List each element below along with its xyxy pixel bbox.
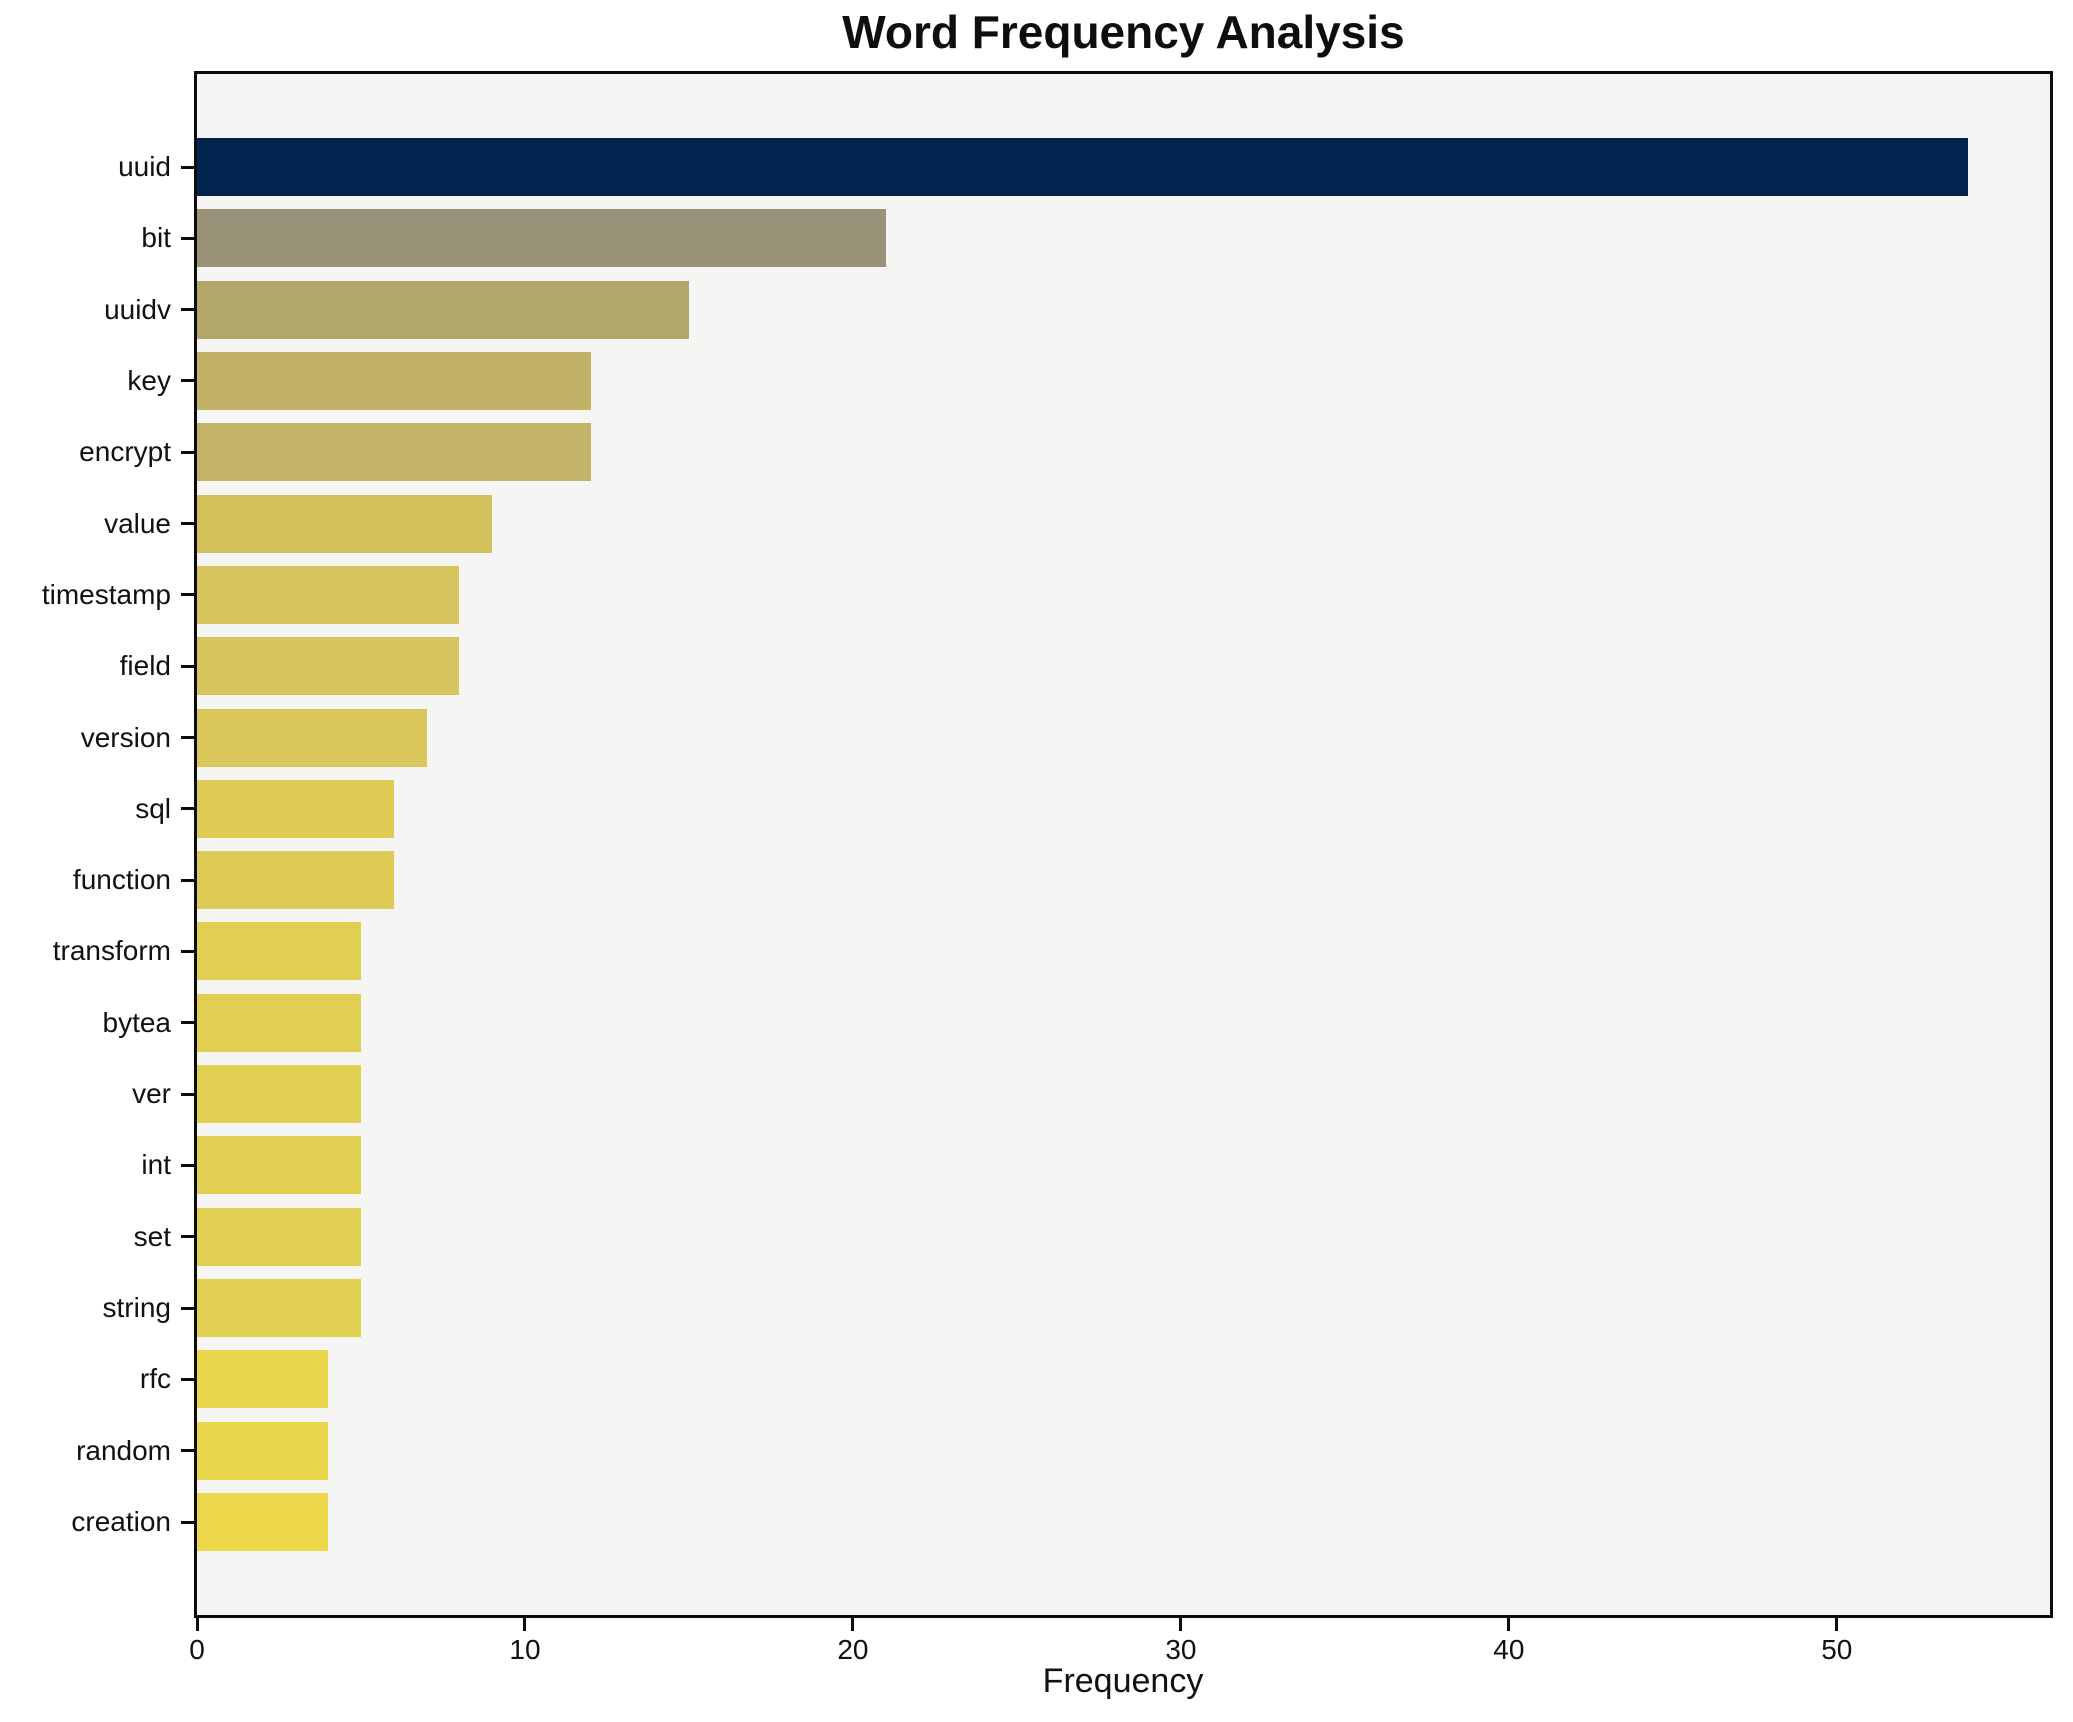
y-tick-label: string: [102, 1292, 171, 1324]
bar-sql: [197, 779, 394, 838]
bar-random: [197, 1421, 329, 1480]
x-tick-label: 20: [837, 1634, 869, 1665]
chart-title: Word Frequency Analysis: [842, 6, 1405, 58]
bar-set: [197, 1207, 361, 1266]
x-tick-50: [1835, 1618, 1839, 1631]
bar-bit: [197, 209, 886, 268]
y-tick-uuid: [181, 165, 194, 169]
y-tick-label: bytea: [102, 1006, 172, 1038]
y-tick-label: int: [141, 1149, 171, 1181]
y-tick-label: set: [133, 1220, 171, 1252]
y-tick-encrypt: [181, 450, 194, 454]
x-tick-label: 0: [189, 1634, 205, 1665]
y-tick-label: ver: [132, 1078, 171, 1110]
y-tick-string: [181, 1306, 194, 1310]
y-tick-rfc: [181, 1377, 194, 1381]
x-tick-20: [851, 1618, 855, 1631]
y-tick-label: field: [119, 650, 171, 682]
y-tick-sql: [181, 807, 194, 811]
y-tick-label: uuidv: [104, 293, 171, 325]
x-tick-label: 40: [1493, 1634, 1525, 1665]
bar-encrypt: [197, 423, 591, 482]
y-tick-label: function: [72, 864, 171, 896]
x-axis-label: Frequency: [1042, 1662, 1204, 1700]
y-tick-ver: [181, 1092, 194, 1096]
y-tick-int: [181, 1163, 194, 1167]
y-tick-version: [181, 736, 194, 740]
y-tick-label: bit: [141, 222, 171, 254]
y-tick-timestamp: [181, 593, 194, 597]
y-tick-transform: [181, 949, 194, 953]
bar-value: [197, 494, 493, 553]
y-tick-value: [181, 522, 194, 526]
y-tick-bit: [181, 236, 194, 240]
bar-uuid: [197, 138, 1968, 196]
bar-field: [197, 637, 460, 696]
x-tick-10: [523, 1618, 527, 1631]
x-tick-40: [1507, 1618, 1511, 1631]
bar-timestamp: [197, 565, 460, 624]
bar-key: [197, 351, 591, 410]
y-tick-label: creation: [71, 1506, 171, 1537]
y-tick-function: [181, 878, 194, 882]
x-tick-label: 50: [1821, 1634, 1853, 1665]
x-tick-label: 30: [1165, 1634, 1197, 1665]
x-tick-0: [195, 1618, 199, 1631]
bar-function: [197, 851, 394, 910]
bar-creation: [197, 1493, 329, 1551]
y-tick-label: rfc: [139, 1363, 171, 1395]
y-tick-bytea: [181, 1021, 194, 1025]
y-tick-label: transform: [52, 935, 171, 967]
bar-bytea: [197, 993, 361, 1052]
bar-rfc: [197, 1350, 329, 1409]
y-tick-label: sql: [135, 792, 171, 824]
y-tick-uuidv: [181, 308, 194, 312]
bar-uuidv: [197, 280, 689, 339]
bar-transform: [197, 922, 361, 981]
y-tick-label: random: [76, 1434, 171, 1466]
y-tick-set: [181, 1235, 194, 1239]
y-tick-label: encrypt: [79, 436, 171, 468]
bar-string: [197, 1279, 361, 1338]
bar-ver: [197, 1065, 361, 1124]
y-tick-field: [181, 664, 194, 668]
y-tick-label: uuid: [118, 151, 171, 182]
plot-area: [194, 71, 2053, 1618]
y-tick-random: [181, 1449, 194, 1453]
y-tick-label: key: [127, 364, 171, 396]
y-tick-label: value: [104, 507, 171, 539]
bar-int: [197, 1136, 361, 1195]
x-tick-30: [1179, 1618, 1183, 1631]
x-tick-label: 10: [509, 1634, 541, 1665]
bar-version: [197, 708, 427, 767]
y-tick-key: [181, 379, 194, 383]
y-tick-label: timestamp: [41, 578, 171, 610]
y-tick-creation: [181, 1520, 194, 1524]
y-tick-label: version: [80, 721, 171, 753]
